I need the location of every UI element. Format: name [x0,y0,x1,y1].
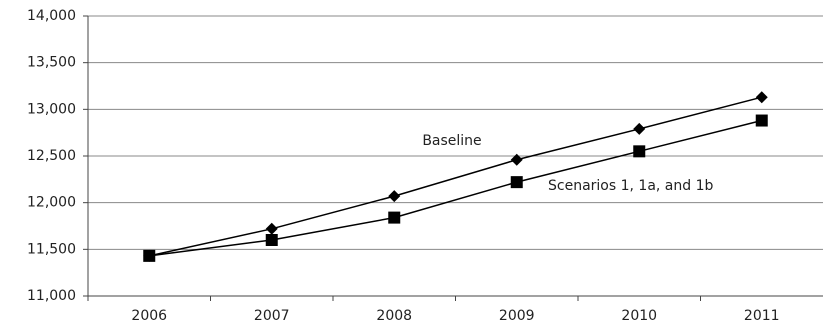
series-label: Baseline [422,133,481,149]
x-tick-label: 2006 [131,308,167,324]
data-point [388,190,401,203]
data-point [755,91,768,104]
x-tick-label: 2007 [254,308,290,324]
y-tick-label: 13,000 [27,101,76,117]
y-tick-label: 12,500 [27,148,76,164]
y-tick-label: 12,000 [27,195,76,211]
x-tick-label: 2009 [499,308,535,324]
data-point [755,114,768,127]
x-tick-label: 2008 [376,308,412,324]
y-tick-label: 14,000 [27,8,76,24]
x-tick-label: 2011 [744,308,780,324]
series-label: Scenarios 1, 1a, and 1b [548,178,713,194]
data-point [265,234,278,246]
series-line [149,119,762,257]
x-tick-label: 2010 [621,308,657,324]
data-point [143,249,156,262]
data-point [633,122,646,135]
y-tick-label: 11,500 [27,241,76,257]
data-point [510,176,523,189]
data-point [633,145,646,158]
data-point [265,222,278,235]
data-point [388,211,401,224]
y-tick-label: 11,000 [27,288,76,304]
data-point [510,153,523,166]
y-tick-label: 13,500 [27,55,76,71]
series-line [149,96,762,257]
